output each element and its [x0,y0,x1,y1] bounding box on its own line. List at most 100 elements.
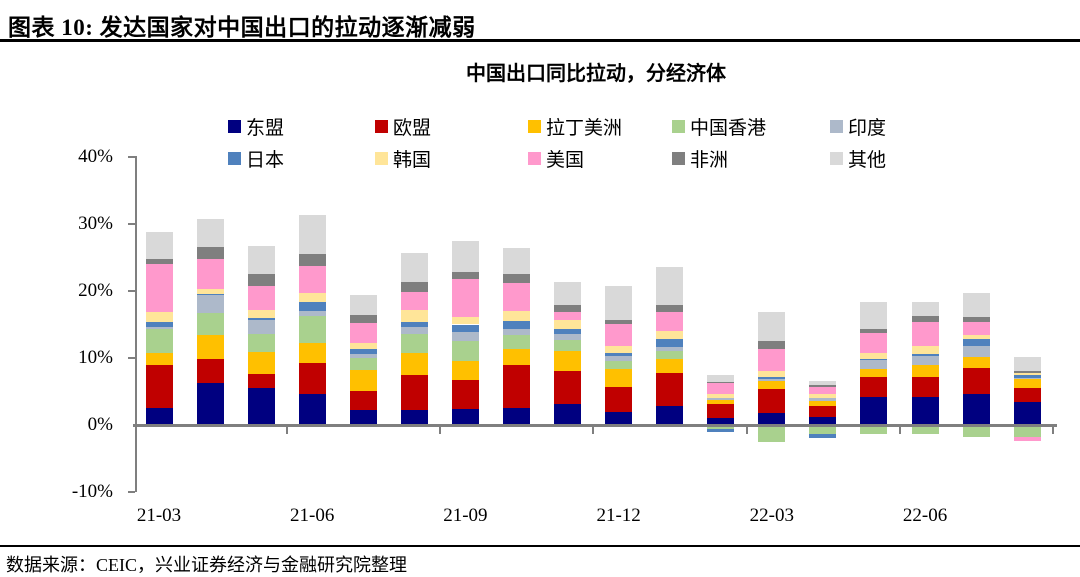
bar-segment-印度 [349,353,377,358]
bar-segment-印度 [145,326,173,330]
bar-segment-韩国 [298,293,326,302]
bar-segment-中国香港 [349,358,377,371]
legend-swatch-icon [375,119,388,133]
bar-segment-拉丁美洲 [758,381,786,390]
bar-segment-非洲 [145,258,173,265]
bar-segment-其他 [145,232,173,259]
bar-segment-欧盟 [145,364,173,408]
y-axis-label: 20% [78,280,113,301]
chart-title: 中国出口同比拉动，分经济体 [466,63,726,85]
bar-segment-美国 [196,258,224,289]
bar-segment-其他 [298,214,326,255]
legend-swatch-icon [375,151,388,165]
bar-segment-拉丁美洲 [656,359,684,373]
legend-label: 中国香港 [690,117,767,139]
bar-segment-韩国 [962,335,990,339]
bar-segment-印度 [758,378,786,382]
legend-item-印度: 印度 [830,115,886,139]
bar-segment-欧盟 [911,377,939,397]
bar-segment-东盟 [860,396,888,425]
bar-segment-非洲 [554,305,582,313]
bar-segment-拉丁美洲 [502,348,530,365]
y-axis-label: 30% [78,213,113,234]
y-axis-line [135,156,137,492]
bar-segment-印度 [298,311,326,316]
bar-segment-欧盟 [554,370,582,405]
bar-segment-拉丁美洲 [451,360,479,381]
bar-segment-印度 [400,326,428,334]
bar-segment-美国 [911,321,939,346]
bar-segment-欧盟 [349,390,377,411]
legend-item-日本: 日本 [228,147,284,171]
legend-item-非洲: 非洲 [672,147,729,171]
bar-segment-拉丁美洲 [400,352,428,375]
bar-segment-印度 [656,346,684,352]
legend-label: 非洲 [690,149,729,171]
bar-segment-东盟 [809,416,837,425]
x-axis-label: 21-06 [290,505,335,526]
bar-segment-日本 [196,293,224,295]
bar-segment-其他 [758,311,786,342]
bar-segment-美国 [451,278,479,318]
legend-item-欧盟: 欧盟 [375,115,431,139]
bar-segment-日本 [911,353,939,356]
legend-item-中国香港: 中国香港 [672,115,767,139]
footer-rule [0,545,1080,547]
bar-segment-中国香港 [809,425,837,435]
bar-segment-美国 [298,266,326,293]
bar-segment-拉丁美洲 [298,342,326,364]
bar-segment-日本 [707,429,735,433]
y-axis-tick [128,290,135,292]
bar-segment-美国 [554,312,582,320]
bar-segment-中国香港 [707,425,735,430]
bar-segment-东盟 [298,393,326,425]
bar-segment-拉丁美洲 [860,368,888,378]
bar-segment-拉丁美洲 [247,351,275,375]
legend-item-其他: 其他 [830,147,886,171]
bar-segment-非洲 [911,315,939,322]
x-axis-tick [439,427,442,434]
bar-segment-印度 [962,345,990,358]
bar-segment-其他 [656,266,684,306]
bar-segment-印度 [911,355,939,365]
bar-segment-拉丁美洲 [196,335,224,359]
figure-title: 图表 10: 发达国家对中国出口的拉动逐渐减弱 [8,15,476,40]
bar-segment-美国 [962,322,990,336]
bar-segment-中国香港 [400,333,428,353]
y-axis-tick [128,491,135,493]
bar-segment-其他 [400,252,428,282]
x-axis-label: 22-06 [902,505,948,526]
legend-swatch-icon [528,119,541,133]
bar-segment-其他 [809,380,837,386]
bar-segment-中国香港 [1013,425,1041,438]
bar-segment-其他 [1013,356,1041,372]
bar-segment-东盟 [911,396,939,425]
y-axis-label: 0% [87,414,113,435]
bar-segment-欧盟 [247,374,275,389]
bar-segment-非洲 [502,273,530,283]
bar-segment-日本 [298,301,326,312]
x-axis-label: 21-03 [136,505,182,526]
bar-segment-其他 [605,285,633,321]
bar-segment-其他 [860,302,888,330]
bar-segment-东盟 [349,410,377,425]
bar-segment-非洲 [860,329,888,334]
x-axis-tick [745,427,748,434]
bar-segment-美国 [400,291,428,311]
legend-label: 美国 [546,149,585,171]
bar-segment-日本 [758,376,786,379]
bar-segment-拉丁美洲 [962,357,990,369]
bar-segment-欧盟 [502,364,530,408]
bar-segment-中国香港 [145,329,173,353]
bar-segment-中国香港 [502,335,530,349]
bar-segment-印度 [860,360,888,369]
bar-segment-印度 [247,319,275,334]
bar-segment-美国 [1013,437,1041,442]
bar-segment-印度 [502,329,530,336]
bar-segment-非洲 [962,317,990,323]
bar-segment-印度 [809,397,837,401]
bar-segment-中国香港 [962,425,990,438]
bar-segment-非洲 [656,305,684,313]
bar-segment-拉丁美洲 [809,400,837,406]
bar-segment-中国香港 [911,425,939,434]
